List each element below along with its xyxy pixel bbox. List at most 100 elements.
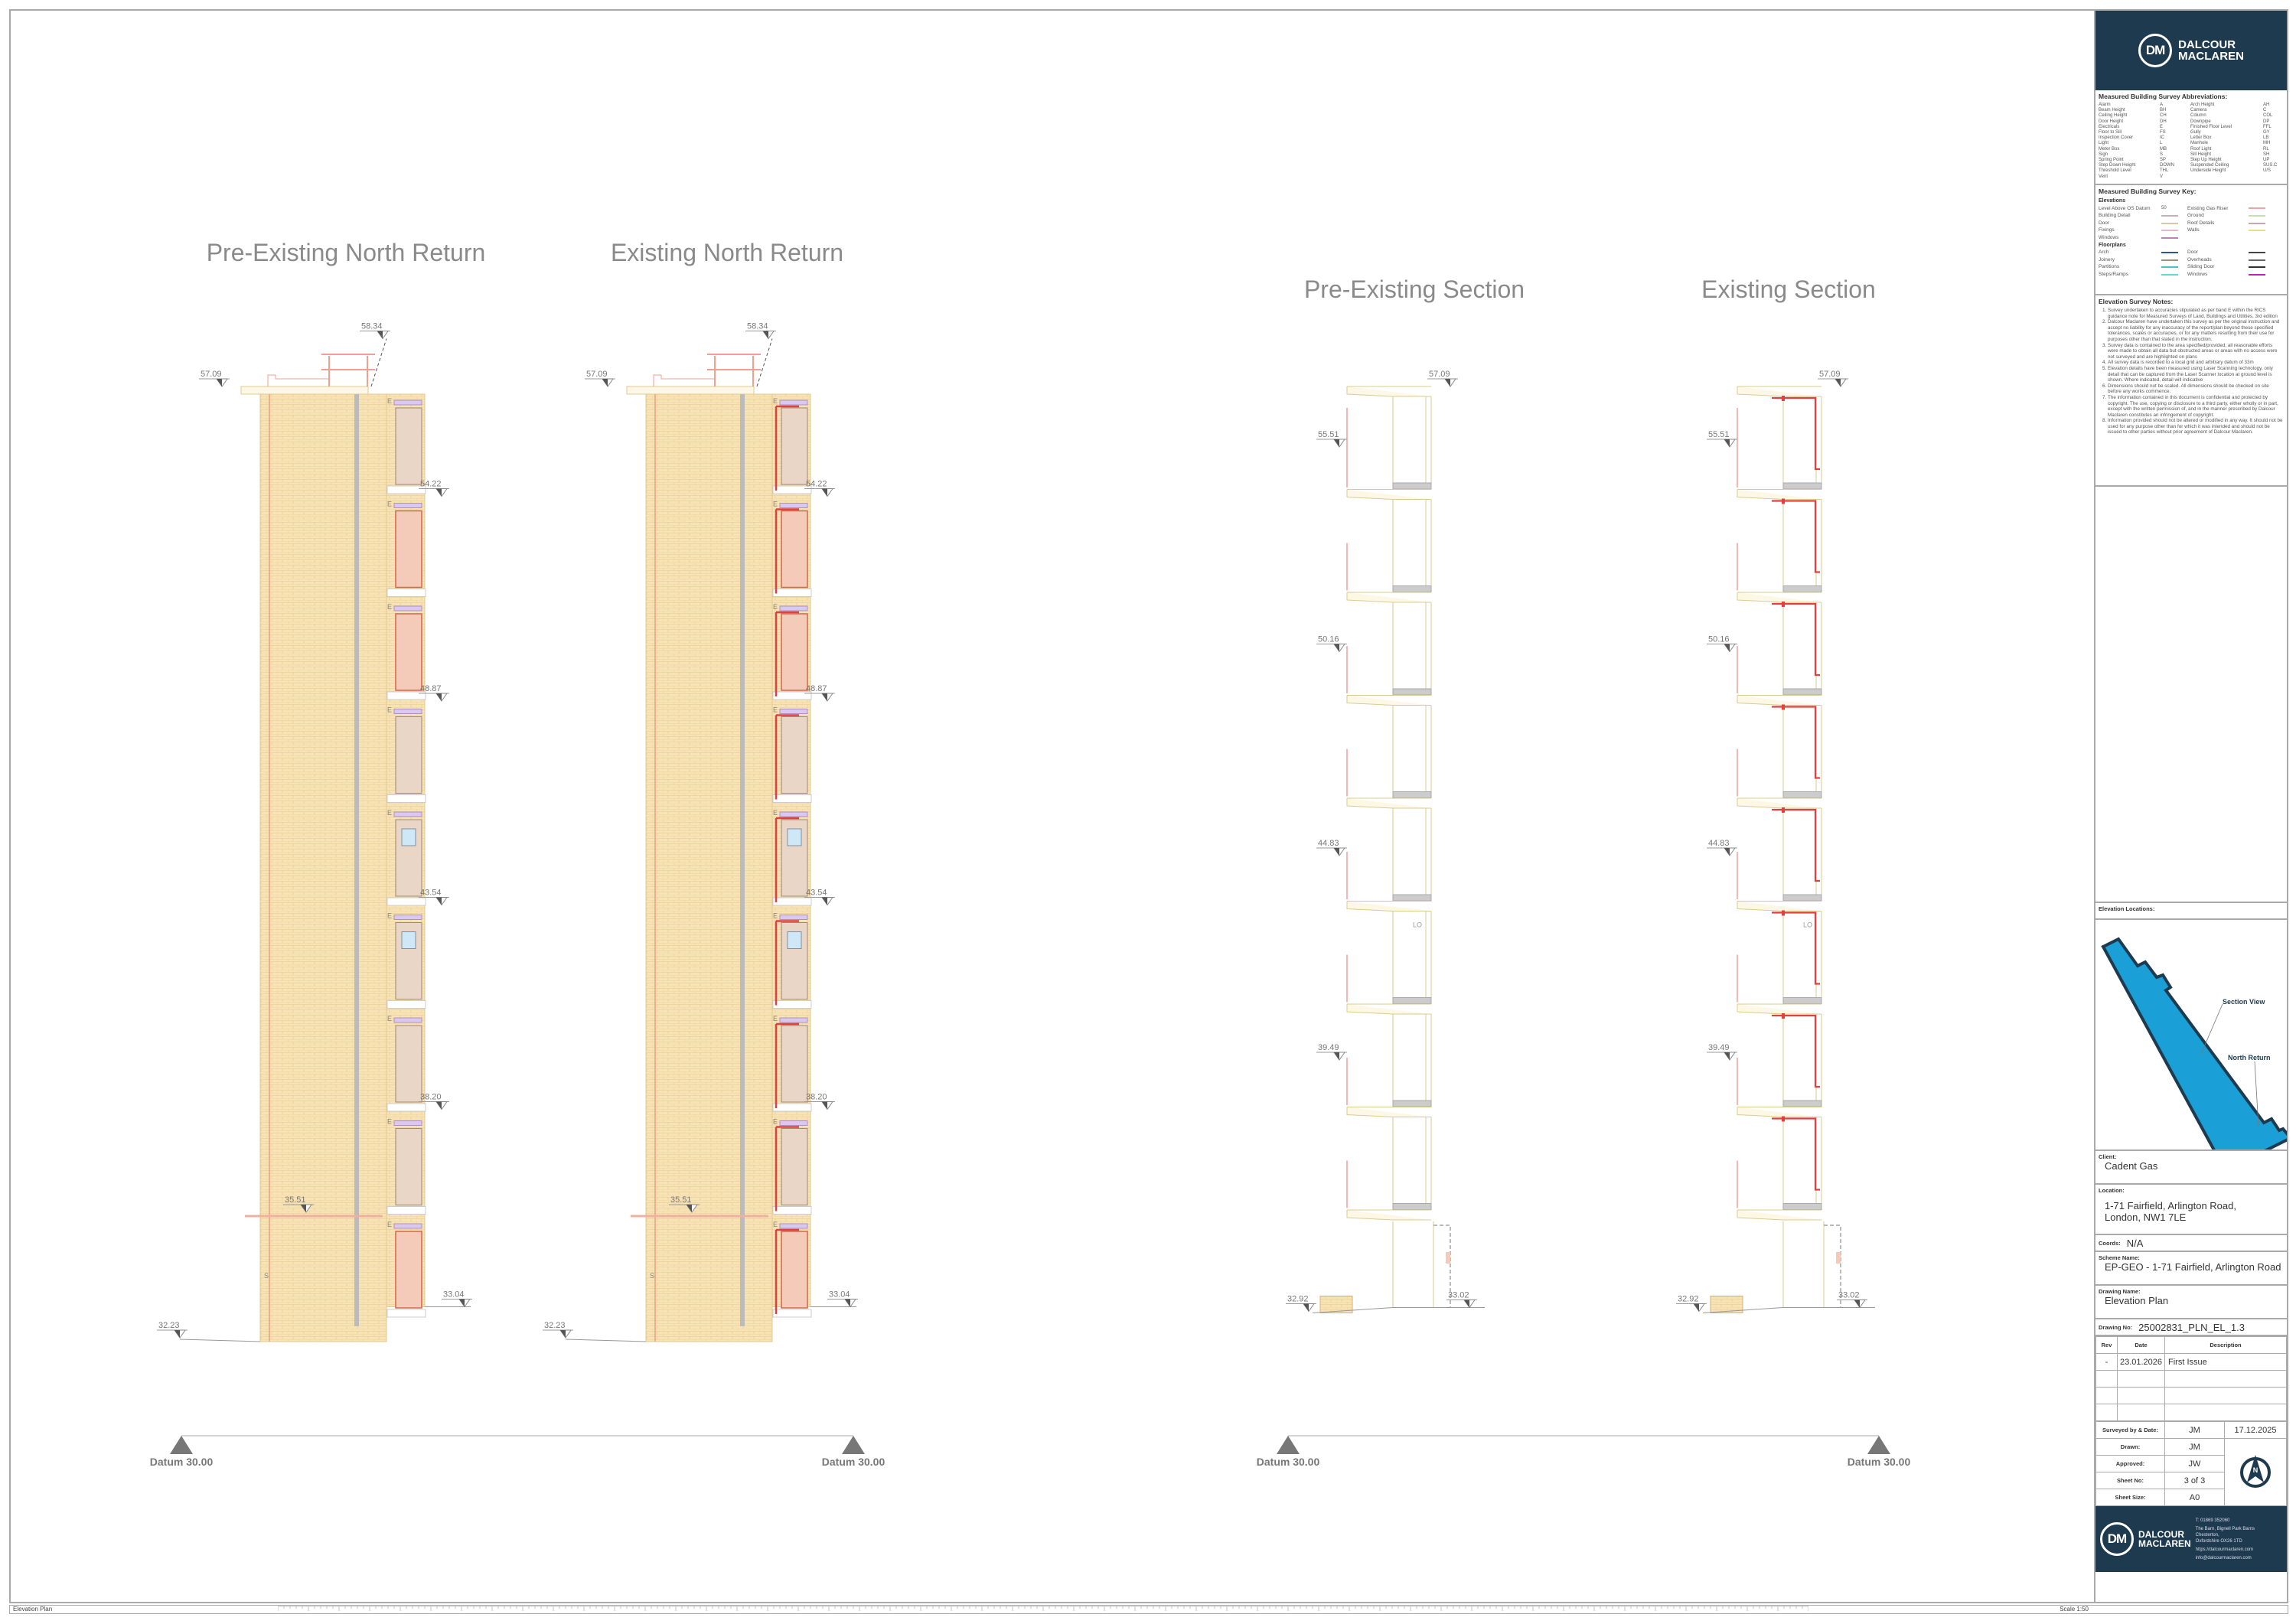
riser-bracket [1782,1116,1785,1122]
client-value: Cadent Gas [2105,1160,2158,1172]
level-marker-fill [1724,1052,1730,1060]
riser-bracket [1782,1013,1785,1019]
abbreviation-term: Finished Floor Level [2190,124,2232,129]
abbreviation-term: Vent [2099,174,2108,179]
level-marker-fill [1334,439,1339,447]
drawn-label: Drawn: [2095,1438,2165,1456]
level-marker: 32.23 [157,1321,188,1339]
sheet-no-label: Sheet No: [2095,1472,2165,1489]
wall-section [1392,1014,1432,1107]
door-vision-panel [401,828,416,846]
level-marker: 57.09 [1818,370,1848,387]
wall-section [1392,911,1432,1004]
level-marker-sample: 50 [2161,205,2167,210]
floor-slab [1346,386,1431,397]
level-marker-fill [1724,644,1730,652]
approved-value: JW [2164,1455,2225,1472]
drawing-name-label: Drawing Name: [2099,1288,2141,1295]
datum-label: Datum 30.00 [149,1456,214,1468]
level-marker-fill [822,488,827,497]
location-line-2: London, NW1 7LE [2105,1211,2187,1223]
security-gate [781,1231,808,1309]
abbreviation-term: Underside Height [2190,168,2226,174]
landing-slab [386,1309,426,1318]
abbreviation-term: Spring Point [2099,158,2124,163]
gas-riser [775,508,799,594]
level-marker-fill [845,1299,850,1307]
level-label: 35.51 [670,1195,692,1205]
security-gate [395,1231,422,1309]
level-marker-fill [174,1330,180,1338]
electricals-tag: E [773,706,778,714]
entrance-door [395,1025,422,1103]
key-subheading: Floorplans [2099,242,2126,248]
key-line-sample [2249,259,2265,261]
roof-handrail [321,354,375,386]
ground-floor-wall [1392,1221,1434,1308]
survey-note: The information contained in this docume… [2108,395,2284,418]
fanlight-window [779,709,808,714]
stair-landing [1782,688,1822,696]
roof-parapet [626,386,755,395]
scheme-value: EP-GEO - 1-71 Fairfield, Arlington Road [2105,1261,2281,1273]
landing-slab [772,1103,812,1112]
level-label: 32.92 [1678,1295,1699,1304]
abbreviation-code: E [2160,124,2164,129]
entrance-door [781,1128,808,1205]
abbreviation-code: DOWN [2160,163,2174,168]
level-label: 43.54 [806,889,827,898]
key-label: Door [2187,249,2199,256]
electricals-tag: E [773,1221,778,1228]
fanlight-window [779,1120,808,1126]
electricals-tag: E [773,912,778,920]
abbreviation-term: Sign [2099,152,2108,157]
website-link[interactable]: https://dalcourmaclaren.com [2195,1547,2254,1552]
level-marker: 32.92 [1286,1295,1316,1313]
abbreviation-code: DH [2160,119,2167,124]
level-marker: 32.23 [543,1321,573,1339]
survey-note: Survey data is contained to the area spe… [2108,343,2284,360]
ground-line [565,1339,647,1342]
company-header: DM DALCOUR MACLAREN [2095,11,2287,90]
north-return-label: North Return [2228,1054,2271,1061]
email-link[interactable]: info@dalcourmaclaren.com [2195,1555,2252,1560]
address-line: Oxfordshire OX26 1TD [2195,1538,2242,1544]
phone: T: 01869 352060 [2195,1518,2230,1523]
abbreviation-term: Alarm [2099,103,2111,107]
entrance-door [781,1025,808,1103]
level-marker: 50.16 [1707,635,1737,653]
stair-landing [1782,1203,1822,1210]
abbreviation-term: Arch Height [2190,103,2215,107]
wall-section [1392,705,1432,798]
survey-note: Dalcour Maclaren have undertaken this su… [2108,319,2284,342]
gas-riser [1772,396,1820,471]
level-marker-fill [687,1205,692,1212]
abbreviations-heading: Measured Building Survey Abbreviations: [2099,93,2228,100]
key-line-sample [2249,230,2265,232]
surveyed-by: JM [2164,1421,2225,1439]
level-marker: 38.20 [804,1093,835,1110]
landing-slab [772,794,812,803]
floor-slab [1737,1003,1821,1015]
abbreviation-code: FFL [2263,124,2272,129]
abbreviation-code: A [2160,103,2164,107]
rainwater-pipe [740,394,745,1326]
company-name-2: MACLAREN [2178,50,2244,63]
landing-slab [772,1000,812,1009]
floor-slab [1346,1209,1431,1221]
scale-bar [278,1606,1808,1611]
brick-wall [259,393,387,1342]
level-marker: 43.54 [419,889,449,906]
key-line-sample [2249,266,2265,269]
floor-slab [1346,489,1431,500]
key-label: Partitions [2099,264,2120,270]
level-marker: 57.09 [1427,370,1458,387]
section-view: LO [1312,386,1485,1313]
location-plan: Section View North Return [2095,920,2287,1151]
abbreviation-code: SP [2160,158,2167,163]
surveyed-date: 17.12.2025 [2224,1421,2287,1439]
landing-slab [386,589,426,597]
key-line-sample [2161,236,2178,239]
level-marker: 35.51 [669,1195,700,1213]
wall-section [1392,499,1432,592]
